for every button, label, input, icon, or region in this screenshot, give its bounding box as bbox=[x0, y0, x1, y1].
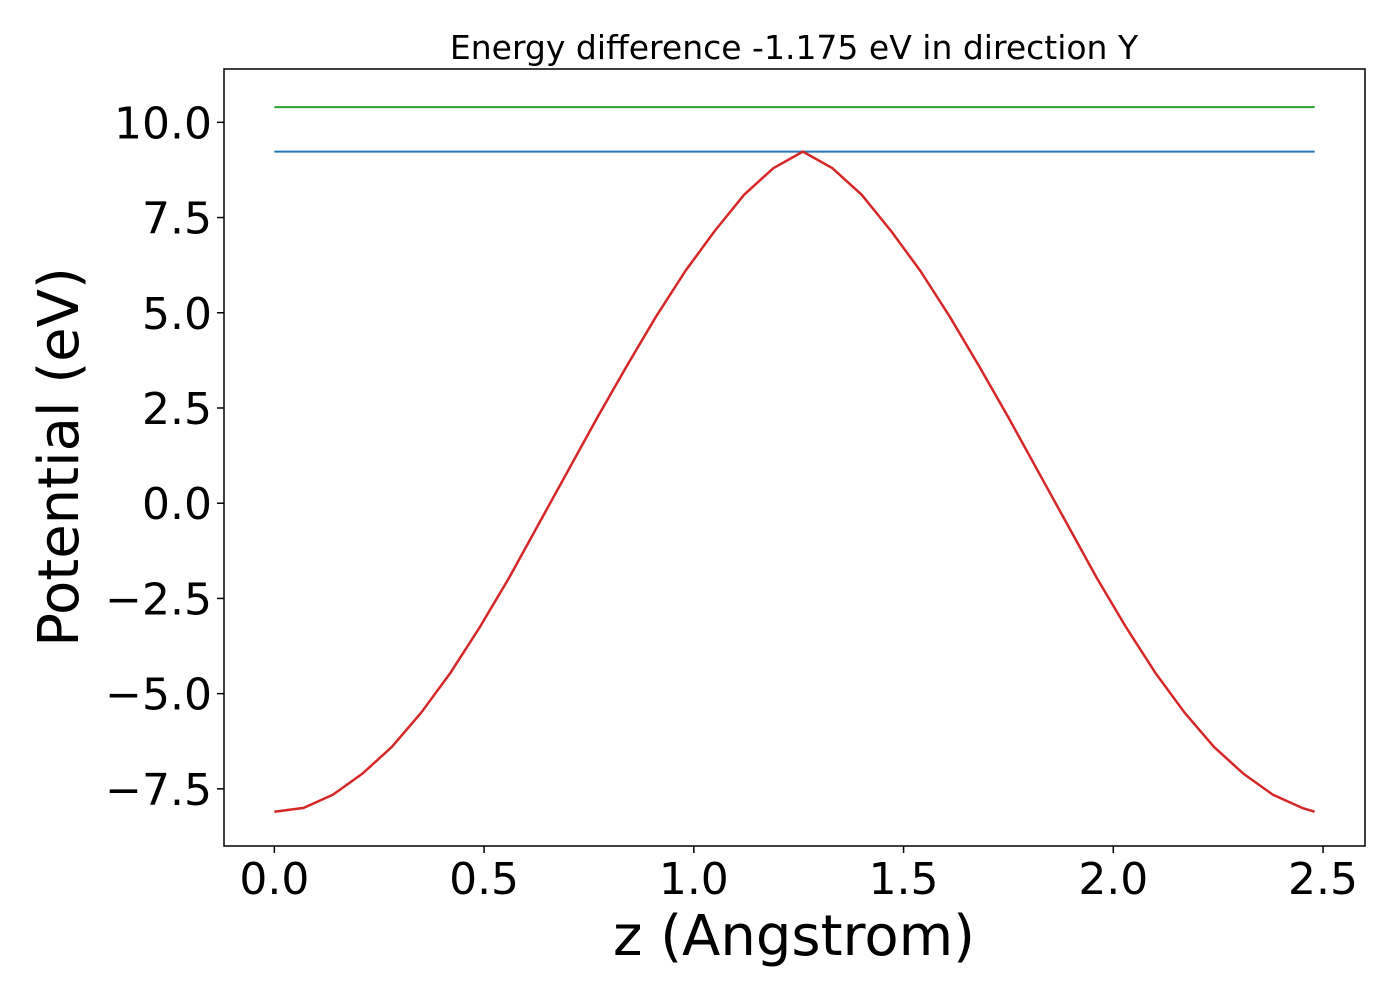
x-tick-label: 0.0 bbox=[239, 854, 309, 905]
x-axis-ticks: 0.0 0.5 1.0 1.5 2.0 2.5 bbox=[239, 846, 1358, 905]
x-axis-label: z (Angstrom) bbox=[613, 904, 975, 969]
y-tick-label: 0.0 bbox=[142, 479, 212, 530]
chart-title: Energy difference -1.175 eV in direction… bbox=[450, 28, 1139, 67]
y-tick-label: 7.5 bbox=[142, 194, 212, 245]
x-tick-label: 2.5 bbox=[1288, 854, 1358, 905]
x-tick-label: 0.5 bbox=[449, 854, 519, 905]
y-axis-label: Potential (eV) bbox=[27, 267, 92, 647]
y-tick-label: 5.0 bbox=[142, 289, 212, 340]
x-tick-label: 1.5 bbox=[869, 854, 939, 905]
y-tick-label: −5.0 bbox=[105, 670, 212, 721]
x-tick-label: 2.0 bbox=[1078, 854, 1148, 905]
plot-area-frame bbox=[223, 68, 1366, 847]
y-tick-label: 2.5 bbox=[142, 384, 212, 435]
series-lines bbox=[274, 106, 1316, 813]
x-tick-label: 1.0 bbox=[659, 854, 729, 905]
y-axis-ticks: 10.0 7.5 5.0 2.5 0.0 −2.5 −5.0 −7.5 bbox=[105, 98, 224, 816]
series-line-3 bbox=[274, 150, 1316, 813]
y-tick-label: −2.5 bbox=[105, 574, 212, 625]
y-tick-label: −7.5 bbox=[105, 765, 212, 816]
y-tick-label: 10.0 bbox=[114, 98, 212, 149]
